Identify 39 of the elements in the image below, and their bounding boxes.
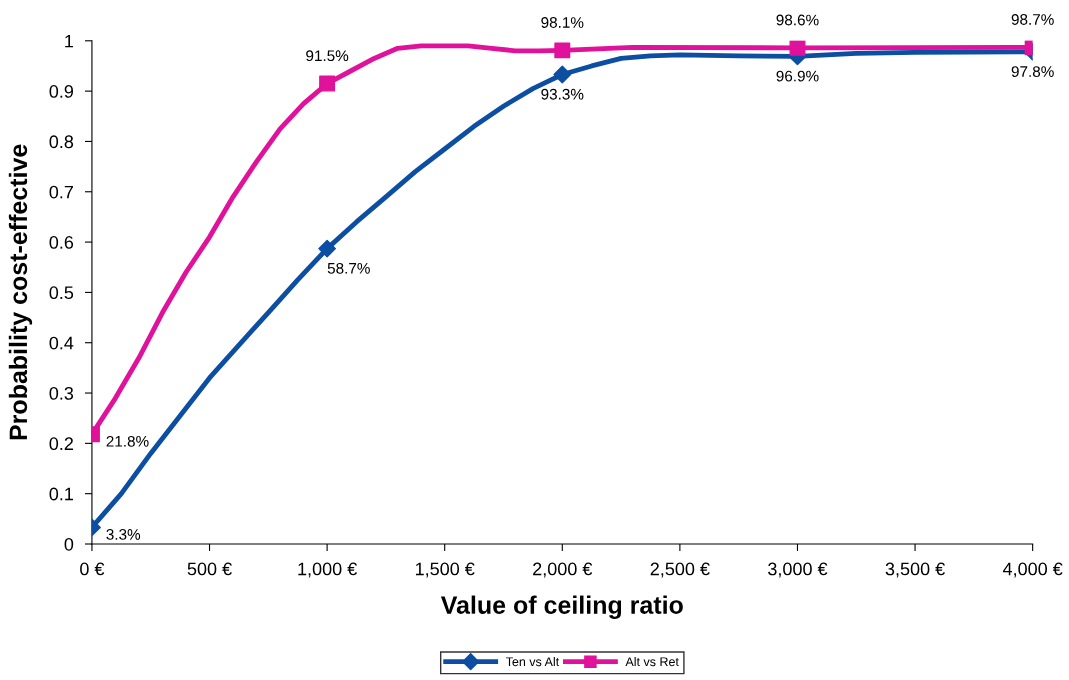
data-label: 98.1% (541, 17, 584, 28)
legend-label: Alt vs Ret (625, 656, 679, 667)
x-axis-title: Value of ceiling ratio (440, 595, 683, 619)
x-tick-label: 1,000 € (298, 562, 357, 578)
y-tick-label: 0.3 (49, 386, 74, 400)
legend-label: Ten vs Alt (505, 656, 560, 667)
data-label: 91.5% (306, 50, 349, 62)
data-label: 3.3% (106, 529, 141, 540)
y-tick-label: 0.6 (49, 236, 74, 249)
y-tick-label: 0.4 (49, 336, 74, 350)
point (554, 42, 571, 59)
x-tick-label: 500 € (187, 562, 232, 576)
point (319, 75, 336, 92)
x-tick-label: 2,000 € (533, 562, 593, 578)
y-tick-label: 0.2 (49, 437, 73, 451)
x-tick-label: 3,000 € (768, 562, 828, 578)
data-label: 98.7% (1011, 14, 1054, 25)
y-tick-label: 0.1 (49, 487, 73, 501)
y-tick-label: 1 (65, 34, 73, 48)
y-tick-label: 0.5 (49, 286, 74, 300)
data-label: 97.8% (1011, 66, 1054, 77)
x-tick-label: 3,500 € (885, 562, 945, 578)
point (318, 239, 337, 258)
y-tick-label: 0.7 (49, 185, 73, 199)
data-label: 98.6% (776, 14, 819, 26)
y-axis-title: Probability cost-effective (8, 144, 33, 440)
y-tick-label: 0.8 (49, 135, 74, 149)
point (553, 65, 572, 84)
data-label: 96.9% (776, 70, 819, 82)
data-label: 93.3% (541, 88, 584, 100)
y-tick-label: 0.9 (49, 85, 74, 98)
x-tick-label: 4,000 € (1002, 562, 1063, 578)
x-tick-label: 1,500 € (415, 562, 475, 578)
y-tick-label: 0 (64, 537, 74, 551)
x-tick-label: 0 € (80, 562, 105, 576)
point (789, 40, 806, 56)
x-tick-label: 2,500 € (650, 562, 710, 578)
data-label: 58.7% (327, 262, 370, 274)
data-label: 21.8% (106, 435, 149, 447)
